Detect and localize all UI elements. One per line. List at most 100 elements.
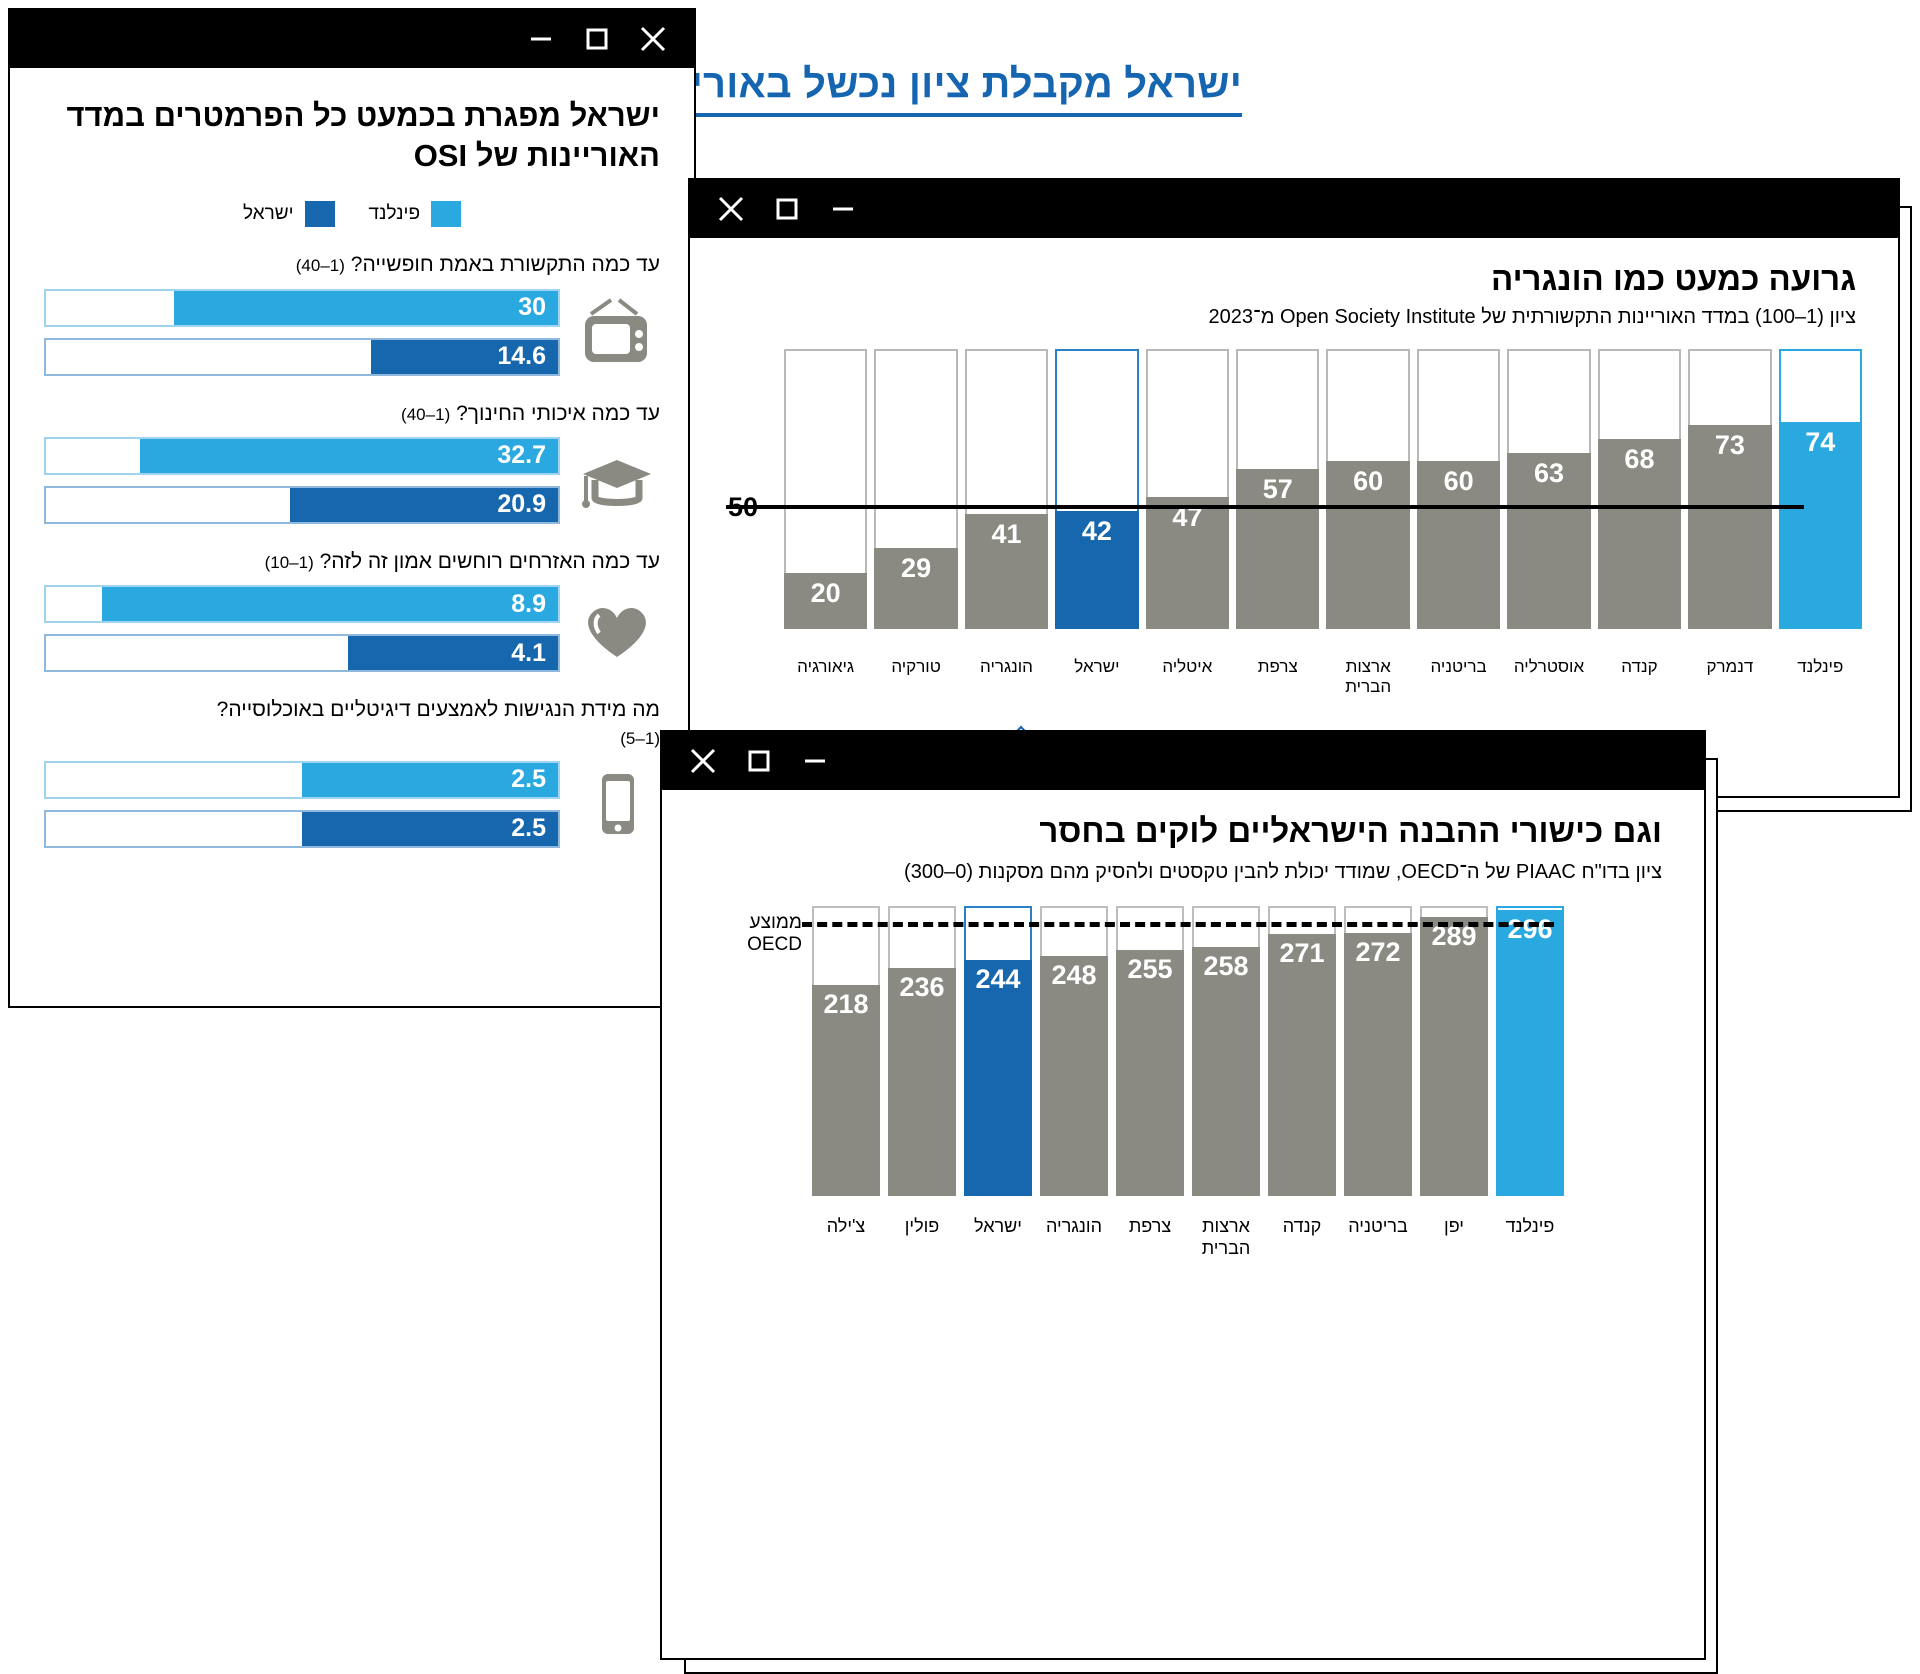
window-piaac-scores: וגם כישורי ההבנה הישראליים לוקים בחסר צי…	[660, 730, 1706, 1660]
maximize-icon[interactable]	[772, 194, 802, 224]
bar-value-israel-1: 14.6	[497, 342, 546, 371]
category-label-hungary: הונגריה	[1045, 1216, 1103, 1236]
maximize-icon[interactable]	[582, 24, 612, 54]
bar-track-israel-2: 20.9	[44, 485, 560, 524]
bar-track-finland-1: 30	[44, 288, 560, 327]
parameter-row-trust: עד כמה האזרחים רוחשים אמון זה לזה? (1–10…	[44, 548, 660, 673]
bar-column-denmark: 73	[1688, 349, 1772, 629]
bar-value-finland-3: 8.9	[511, 589, 546, 618]
category-label-usa: ארצות הברית	[1345, 657, 1392, 697]
minimize-icon[interactable]	[800, 746, 830, 776]
window-osi-scores: גרועה כמעט כמו הונגריה ציון (1–100) במדד…	[688, 178, 1900, 798]
bar-finland: 74	[1778, 421, 1862, 629]
bar-column-turkey: 29	[874, 349, 958, 629]
bar-column-japan: 289	[1420, 906, 1488, 1196]
bar-israel: 42	[1055, 511, 1139, 629]
window2-title: גרועה כמעט כמו הונגריה	[1490, 260, 1856, 297]
bar-israel: 244	[964, 960, 1032, 1196]
bar-chile: 218	[812, 985, 880, 1196]
parameter-question-3-text: עד כמה האזרחים רוחשים אמון זה לזה?	[319, 549, 660, 573]
bar-column-france: 57	[1236, 349, 1320, 629]
bar-fill-israel-1: 14.6	[371, 339, 558, 374]
bar-britain: 60	[1416, 461, 1501, 629]
bar-fill-israel-3: 4.1	[348, 636, 558, 671]
bar-hungary: 248	[1040, 956, 1108, 1196]
minimize-icon[interactable]	[828, 194, 858, 224]
legend-swatch-israel	[304, 201, 335, 228]
bar-value-chile: 218	[823, 989, 869, 1020]
bar-value-israel: 244	[975, 964, 1021, 995]
bar-fill-finland-4: 2.5	[302, 762, 558, 797]
category-label-denmark: דנמרק	[1706, 657, 1754, 676]
reference-line-50	[726, 505, 1804, 509]
parameter-question-2: עד כמה איכותי החינוך? (1–40)	[44, 400, 660, 427]
bar-fill-finland-1: 30	[174, 290, 558, 325]
bar-france: 57	[1236, 469, 1320, 629]
category-label-israel: ישראל	[974, 1216, 1022, 1236]
close-icon[interactable]	[688, 746, 718, 776]
bar-track-finland-4: 2.5	[44, 760, 560, 799]
smartphone-icon	[574, 761, 660, 847]
bar-value-britain: 60	[1443, 466, 1474, 496]
bar-column-israel: 42	[1055, 349, 1139, 629]
window2-body: גרועה כמעט כמו הונגריה ציון (1–100) במדד…	[688, 238, 1900, 798]
heart-icon	[574, 586, 660, 672]
parameter-range-1: (1–40)	[295, 256, 345, 276]
window1-body: ישראל מפגרת בכמעט כל הפרמטרים במדד האורי…	[8, 68, 696, 1008]
maximize-icon[interactable]	[744, 746, 774, 776]
bar-canada: 68	[1597, 438, 1682, 629]
bar-value-finland-4: 2.5	[511, 765, 546, 794]
bar-australia: 63	[1507, 452, 1591, 629]
legend-swatch-finland	[431, 201, 462, 228]
bar-canada: 271	[1268, 934, 1336, 1196]
category-label-britain: בריטניה	[1348, 1216, 1408, 1236]
close-icon[interactable]	[716, 194, 746, 224]
bar-fill-finland-2: 32.7	[139, 438, 558, 473]
piaac-chart: 296 289 272 271	[692, 906, 1674, 1206]
bar-value-israel-3: 4.1	[511, 638, 546, 667]
bar-japan: 289	[1420, 916, 1488, 1196]
category-label-canada: קנדה	[1282, 1216, 1322, 1236]
bar-fill-finland-3: 8.9	[102, 587, 558, 622]
legend-item-finland: פינלנד	[369, 201, 462, 228]
category-label-italy: איטליה	[1162, 657, 1213, 676]
window2-subtitle: ציון (1–100) במדד האוריינות התקשורתית של…	[1208, 306, 1856, 328]
category-label-poland: פולין	[904, 1216, 940, 1236]
bar-france: 255	[1116, 949, 1184, 1196]
parameter-row-education: עד כמה איכותי החינוך? (1–40)	[44, 400, 660, 524]
window3-titlebar	[660, 730, 1706, 790]
bar-poland: 236	[888, 967, 956, 1196]
close-icon[interactable]	[638, 24, 668, 54]
osi-score-chart: 74 73 68 63	[720, 349, 1868, 649]
bar-value-israel-2: 20.9	[497, 490, 546, 519]
window3-title: וגם כישורי ההבנה הישראליים לוקים בחסר	[1039, 812, 1662, 849]
graduation-cap-icon	[574, 437, 660, 523]
category-label-israel: ישראל	[1074, 657, 1120, 676]
bar-value-usa: 258	[1203, 950, 1249, 981]
bar-fill-israel-2: 20.9	[290, 487, 558, 522]
window1-title: ישראל מפגרת בכמעט כל הפרמטרים במדד האורי…	[66, 98, 660, 173]
parameter-range-4: (1–5)	[620, 728, 660, 748]
bar-column-britain: 272	[1344, 906, 1412, 1196]
bar-column-britain: 60	[1416, 349, 1501, 629]
category-label-france: צרפת	[1257, 657, 1298, 676]
osi-category-labels: פינלנד דנמרק קנדה אוסטרליה בריטניה ארצות…	[720, 657, 1868, 698]
bar-georgia: 20	[783, 573, 868, 629]
category-label-hungary: הונגריה	[980, 657, 1033, 676]
osi-bars: 74 73 68 63	[783, 349, 1862, 629]
bar-value-italy: 47	[1172, 502, 1203, 533]
bar-value-georgia: 20	[810, 578, 841, 608]
parameter-range-2: (1–40)	[401, 404, 451, 424]
television-icon	[574, 289, 660, 375]
category-label-australia: אוסטרליה	[1513, 657, 1585, 676]
bar-value-finland: 296	[1507, 913, 1553, 944]
legend-item-israel: ישראל	[243, 201, 335, 228]
bar-column-canada: 68	[1597, 349, 1682, 629]
minimize-icon[interactable]	[526, 24, 556, 54]
bar-usa: 60	[1326, 461, 1410, 629]
category-label-chile: צ'ילה	[826, 1216, 866, 1236]
category-label-usa: ארצות הברית	[1201, 1216, 1251, 1258]
bar-column-italy: 47	[1145, 349, 1230, 629]
bar-turkey: 29	[874, 547, 958, 629]
